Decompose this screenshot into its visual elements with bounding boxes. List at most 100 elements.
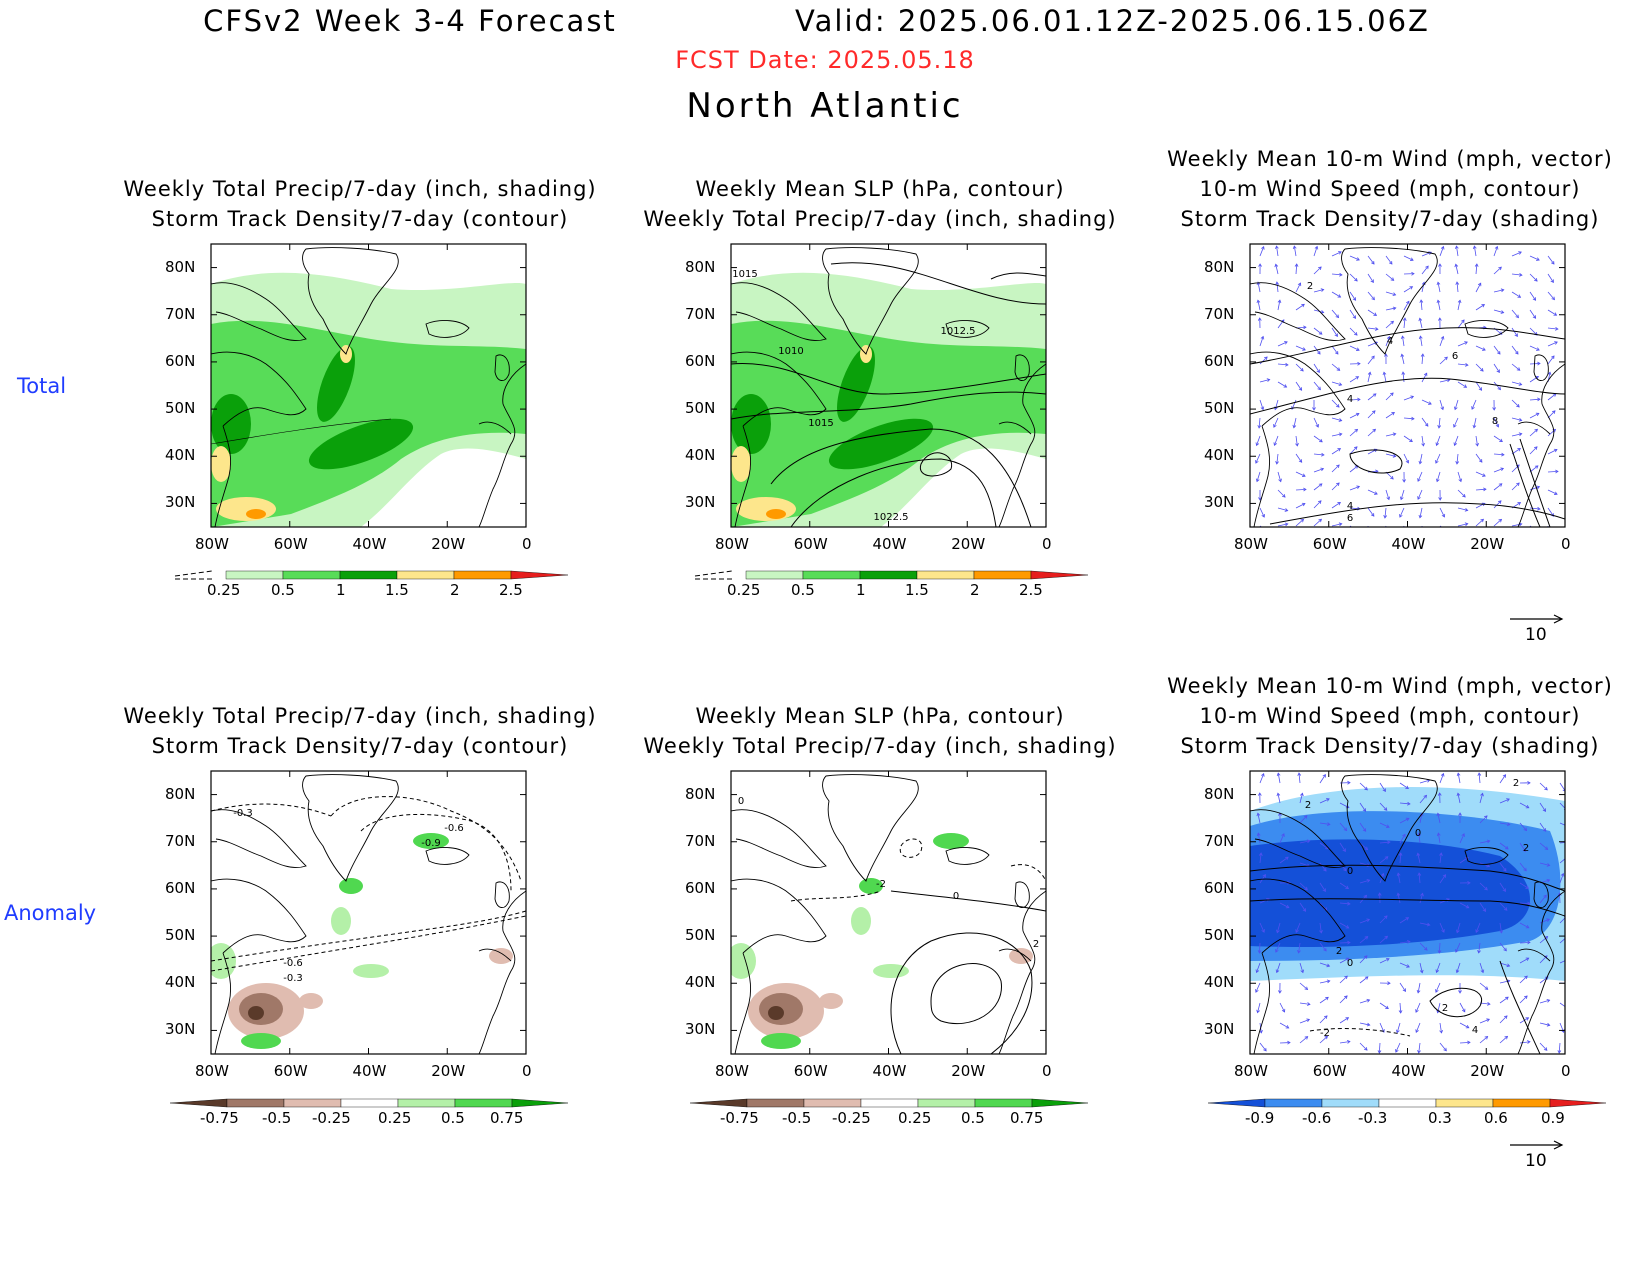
colorbar-anom-precip-2 — [689, 1098, 1089, 1108]
lon-tick-label: 20W — [1470, 535, 1505, 553]
wind-vector — [1385, 336, 1390, 347]
wind-vector-head — [1338, 432, 1343, 437]
wind-vector — [1475, 453, 1483, 463]
wind-vector — [1457, 507, 1468, 511]
wind-vector-head — [1347, 780, 1351, 785]
wind-vector — [1559, 858, 1565, 864]
wind-vector — [1421, 372, 1428, 383]
shade-region — [731, 943, 756, 979]
wind-vector — [1385, 453, 1396, 457]
wind-vector-head — [1388, 261, 1393, 265]
wind-vector-head — [1410, 395, 1415, 400]
wind-vector-head — [1504, 846, 1509, 850]
wind-vector-head — [1439, 1029, 1444, 1034]
wind-vector — [1539, 936, 1548, 944]
wind-vector-head — [1262, 873, 1266, 878]
wind-vector-head — [1323, 907, 1328, 911]
lat-tick-label: 50N — [165, 926, 196, 945]
wind-vector-head — [1256, 832, 1261, 837]
wind-vector — [1295, 263, 1298, 275]
wind-vector-head — [1386, 958, 1390, 962]
wind-vector-head — [1502, 774, 1507, 778]
wind-vector-head — [1295, 442, 1299, 447]
wind-vector-head — [1255, 460, 1259, 464]
wind-vector — [1276, 282, 1279, 293]
wind-vector — [1257, 282, 1261, 293]
wind-vector-head — [1396, 1029, 1400, 1034]
wind-vector-head — [1256, 812, 1261, 817]
wind-vector-head — [1544, 976, 1549, 980]
cb-label: -0.5 — [782, 1109, 812, 1127]
wind-vector-head — [1375, 327, 1379, 331]
wind-vector — [1293, 246, 1297, 257]
region-title: North Atlantic — [686, 86, 964, 126]
wind-vector — [1457, 523, 1468, 527]
coastline — [1517, 890, 1565, 1054]
wind-vector-head — [1387, 981, 1391, 986]
wind-vector-head — [1500, 310, 1505, 314]
wind-vector-head — [1354, 428, 1359, 433]
wind-vector-head — [1467, 1040, 1471, 1045]
wind-vector — [1457, 319, 1465, 329]
wind-vector-head — [1377, 1050, 1382, 1054]
wind-vector-head — [1352, 297, 1357, 301]
wind-vector — [1439, 922, 1445, 933]
wind-vector-head — [1263, 1047, 1267, 1052]
wind-vector — [1331, 273, 1342, 276]
wind-vector — [1395, 1042, 1401, 1053]
wind-vector — [1499, 798, 1510, 804]
wind-vector — [1331, 523, 1342, 527]
wind-vector-head — [1338, 251, 1342, 255]
cb-swatch — [1435, 1098, 1494, 1108]
wind-vector — [1493, 417, 1499, 428]
wind-vector — [1479, 882, 1488, 891]
wind-vector — [1313, 417, 1319, 428]
wind-vector — [1299, 982, 1308, 990]
wind-vector-head — [1440, 245, 1445, 250]
wind-vector — [1379, 802, 1388, 811]
cb-swatch — [802, 570, 861, 580]
wind-vector — [1274, 435, 1279, 446]
wind-vector-head — [1343, 867, 1347, 872]
wind-vector — [1331, 345, 1339, 355]
wind-vector-head — [1532, 315, 1537, 319]
wind-vector — [1415, 1022, 1421, 1033]
wind-vector-head — [1285, 904, 1290, 909]
wind-vector — [1379, 782, 1386, 792]
wind-vector — [1519, 802, 1529, 809]
wind-vector-head — [1438, 263, 1442, 267]
wind-vector — [1399, 834, 1406, 844]
wind-vector-head — [1546, 1022, 1551, 1027]
wind-vector-head — [1554, 341, 1558, 345]
wind-vector-head — [1302, 473, 1306, 477]
wind-vector — [1529, 398, 1540, 401]
wind-vector — [1453, 417, 1459, 428]
wind-vector-head — [1335, 314, 1340, 319]
wind-vector-head — [1481, 304, 1486, 308]
cb-swatch — [454, 1098, 513, 1108]
cb-swatch-end — [510, 570, 569, 580]
wind-vector-head — [1392, 306, 1397, 311]
wind-vector-head — [1402, 833, 1406, 838]
shade-region — [731, 446, 751, 482]
wind-vector — [1367, 273, 1374, 283]
title-line: Weekly Total Precip/7-day (inch, shading… — [123, 704, 597, 728]
coastline — [1517, 421, 1551, 435]
wind-vector-head — [1502, 888, 1506, 893]
wind-vector-head — [1406, 300, 1410, 305]
cb-swatch-end — [511, 1098, 569, 1108]
wind-vector-head — [1475, 442, 1480, 447]
shade-region — [317, 346, 355, 422]
wind-vector — [1459, 1022, 1469, 1029]
cb-label: -0.25 — [832, 1109, 871, 1127]
wind-vector-head — [1326, 963, 1331, 968]
wind-vector — [1547, 410, 1556, 419]
wind-vector — [1279, 833, 1285, 844]
wind-vector-head — [1567, 841, 1570, 844]
wind-vector-head — [1456, 792, 1461, 797]
wind-vector — [1403, 417, 1415, 420]
wind-vector-head — [1337, 502, 1341, 506]
wind-vector — [1319, 902, 1328, 911]
coastline — [1250, 282, 1346, 341]
wind-vector-head — [1357, 397, 1361, 402]
